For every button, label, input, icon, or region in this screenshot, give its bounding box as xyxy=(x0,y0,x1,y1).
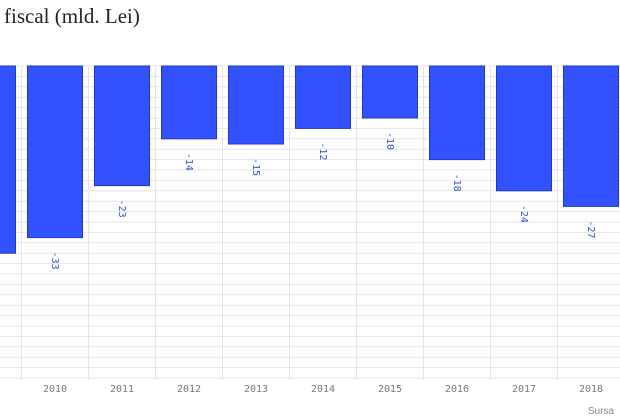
data-label-2010: -33 xyxy=(49,252,60,270)
bar-2014 xyxy=(295,65,351,129)
x-tick-2010: 2010 xyxy=(43,384,67,395)
bar-2010 xyxy=(27,65,83,239)
x-tick-2014: 2014 xyxy=(311,384,335,395)
data-label-2011: -23 xyxy=(116,200,127,218)
x-tick-2017: 2017 xyxy=(512,384,536,395)
x-tick-2016: 2016 xyxy=(445,384,469,395)
data-labels: -33 -23 -14 -15 -12 -10 -18 -24 -27 xyxy=(49,132,596,270)
bar-2009 xyxy=(0,65,16,254)
bar-2011 xyxy=(94,65,150,187)
data-label-2018: -27 xyxy=(585,220,596,238)
x-tick-2013: 2013 xyxy=(244,384,268,395)
bar-2018 xyxy=(563,65,619,207)
bar-2013 xyxy=(228,65,284,145)
bars xyxy=(0,65,619,254)
bar-2012 xyxy=(161,65,217,140)
x-tick-2015: 2015 xyxy=(378,384,402,395)
data-label-2014: -12 xyxy=(317,142,328,160)
x-tick-2012: 2012 xyxy=(177,384,201,395)
chart-title: fiscal (mld. Lei) xyxy=(4,4,140,28)
data-label-2013: -15 xyxy=(250,158,261,176)
source-note: Sursa xyxy=(587,406,614,417)
x-axis-ticks: 2010 2011 2012 2013 2014 2015 2016 2017 2018 xyxy=(43,384,603,395)
x-tick-2018: 2018 xyxy=(579,384,603,395)
data-label-2017: -24 xyxy=(518,205,529,223)
bar-2016 xyxy=(429,65,485,161)
data-label-2015: -10 xyxy=(384,132,395,150)
bar-2017 xyxy=(496,65,552,192)
bar-2015 xyxy=(362,65,418,119)
data-label-2016: -18 xyxy=(451,174,462,192)
x-tick-2011: 2011 xyxy=(110,384,134,395)
data-label-2012: -14 xyxy=(183,153,194,171)
